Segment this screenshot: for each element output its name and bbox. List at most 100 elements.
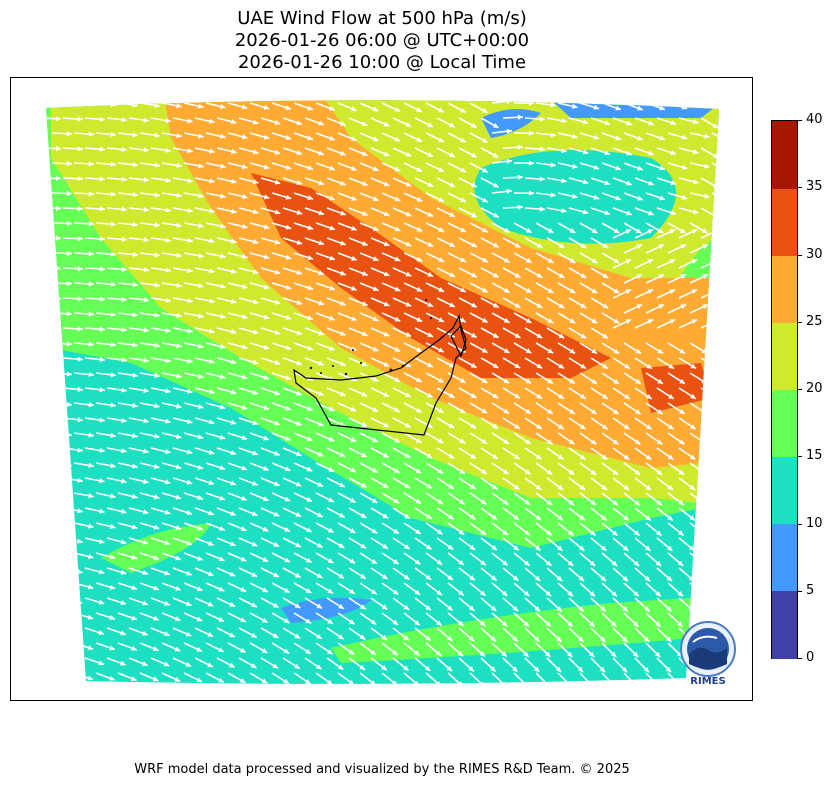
wind-arrow-head	[723, 469, 729, 474]
wind-arrow-head	[120, 569, 127, 575]
wind-arrow-head	[164, 448, 171, 454]
wind-arrow-head	[589, 591, 595, 597]
wind-arrow-head	[621, 636, 628, 642]
wind-arrow-head	[743, 682, 748, 687]
wind-arrow-head	[98, 660, 104, 666]
wind-arrow-head	[65, 675, 72, 681]
wind-arrow	[62, 627, 83, 635]
wind-arrow-head	[130, 676, 137, 681]
wind-arrow-head	[735, 319, 741, 324]
wind-arrow-head	[572, 103, 578, 109]
wind-arrow-head	[547, 228, 554, 233]
wind-arrow-head	[252, 209, 259, 215]
wind-arrow-head	[372, 437, 378, 443]
wind-arrow-head	[76, 629, 83, 635]
wind-arrow-head	[317, 421, 324, 427]
wind-arrow-head	[514, 272, 521, 278]
wind-arrow-head	[295, 512, 302, 517]
wind-arrow-head	[536, 273, 543, 278]
wind-arrow-head	[121, 176, 127, 182]
wind-arrow-head	[54, 629, 61, 635]
wind-arrow-head	[251, 602, 257, 608]
wind-arrow-head	[351, 165, 357, 171]
wind-arrow-head	[263, 374, 270, 380]
wind-arrow-head	[164, 570, 170, 576]
wind-arrow-head	[361, 121, 368, 127]
wind-arrow	[700, 507, 718, 521]
wind-arrow-head	[77, 206, 83, 212]
wind-arrow-head	[713, 229, 719, 235]
wind-arrow-head	[55, 447, 61, 453]
rimes-logo: RIMES	[677, 620, 739, 690]
wind-arrow-head	[274, 209, 281, 215]
wind-arrow-head	[678, 530, 684, 536]
wind-arrow-head	[263, 465, 269, 471]
wind-arrow-head	[460, 137, 466, 143]
wind-arrow-head	[165, 117, 171, 124]
wind-arrow-head	[359, 664, 366, 670]
wind-arrow-head	[339, 452, 346, 457]
wind-arrow-head	[154, 463, 160, 469]
wind-arrow-head	[480, 499, 487, 505]
wind-arrow-head	[503, 317, 510, 323]
wind-arrow-head	[602, 243, 609, 248]
wind-arrow-head	[405, 271, 412, 277]
wind-arrow-head	[372, 407, 379, 412]
wind-arrow-head	[534, 575, 541, 581]
wind-arrow-head	[404, 483, 411, 489]
wind-arrow-head	[77, 477, 83, 483]
wind-arrow-head	[648, 210, 654, 216]
wind-arrow-head	[362, 240, 368, 246]
wind-arrow-head	[229, 662, 235, 668]
wind-arrow-head	[283, 618, 290, 623]
wind-arrow	[711, 342, 719, 354]
wind-arrow-head	[163, 661, 170, 667]
wind-arrow-head	[110, 281, 116, 287]
wind-arrow-head	[295, 481, 302, 487]
wind-arrow-head	[350, 497, 356, 503]
wind-arrow-head	[590, 439, 597, 445]
wind-arrow	[734, 523, 750, 535]
wind-arrow-head	[143, 327, 149, 333]
wind-arrow-head	[525, 257, 532, 263]
wind-arrow-head	[219, 525, 225, 531]
wind-arrow-head	[296, 390, 302, 396]
wind-arrow-head	[154, 192, 160, 198]
wind-arrow-head	[261, 648, 268, 653]
wind-arrow-head	[153, 615, 159, 621]
wind-arrow-head	[187, 237, 193, 244]
wind-arrow-head	[285, 284, 292, 290]
wind-arrow-head	[711, 484, 718, 490]
wind-arrow-head	[198, 193, 204, 199]
wind-arrow-head	[143, 357, 149, 363]
wind-arrow-head	[471, 152, 477, 158]
wind-arrow-head	[187, 358, 193, 364]
wind-arrow-head	[416, 107, 422, 112]
wind-arrow-head	[382, 513, 389, 519]
wind-arrow-head	[604, 120, 610, 126]
wind-arrow-head	[143, 207, 149, 213]
wind-arrow-head	[449, 182, 455, 187]
wind-arrow-head	[394, 196, 401, 202]
wind-arrow-head	[547, 258, 554, 263]
wind-arrow-head	[427, 152, 434, 157]
wind-arrow-head	[746, 348, 752, 353]
wind-arrow-head	[252, 480, 258, 486]
wind-arrow-head	[561, 208, 567, 214]
rimes-logo-text: RIMES	[690, 676, 726, 687]
wind-arrow-head	[230, 329, 237, 335]
wind-arrow-head	[284, 466, 291, 472]
wind-arrow-head	[305, 648, 311, 654]
wind-arrow-head	[142, 570, 149, 576]
rimes-emblem-icon	[680, 621, 736, 677]
wind-arrow-head	[285, 314, 292, 320]
wind-arrow-head	[296, 360, 302, 366]
wind-arrow-head	[427, 122, 433, 127]
wind-arrow-head	[735, 363, 741, 368]
wind-arrow-head	[154, 403, 160, 409]
wind-arrow-head	[370, 619, 377, 625]
wind-arrow-head	[196, 586, 203, 592]
wind-arrow-head	[207, 571, 214, 577]
wind-arrow-head	[197, 404, 204, 410]
wind-arrow-head	[283, 648, 290, 654]
